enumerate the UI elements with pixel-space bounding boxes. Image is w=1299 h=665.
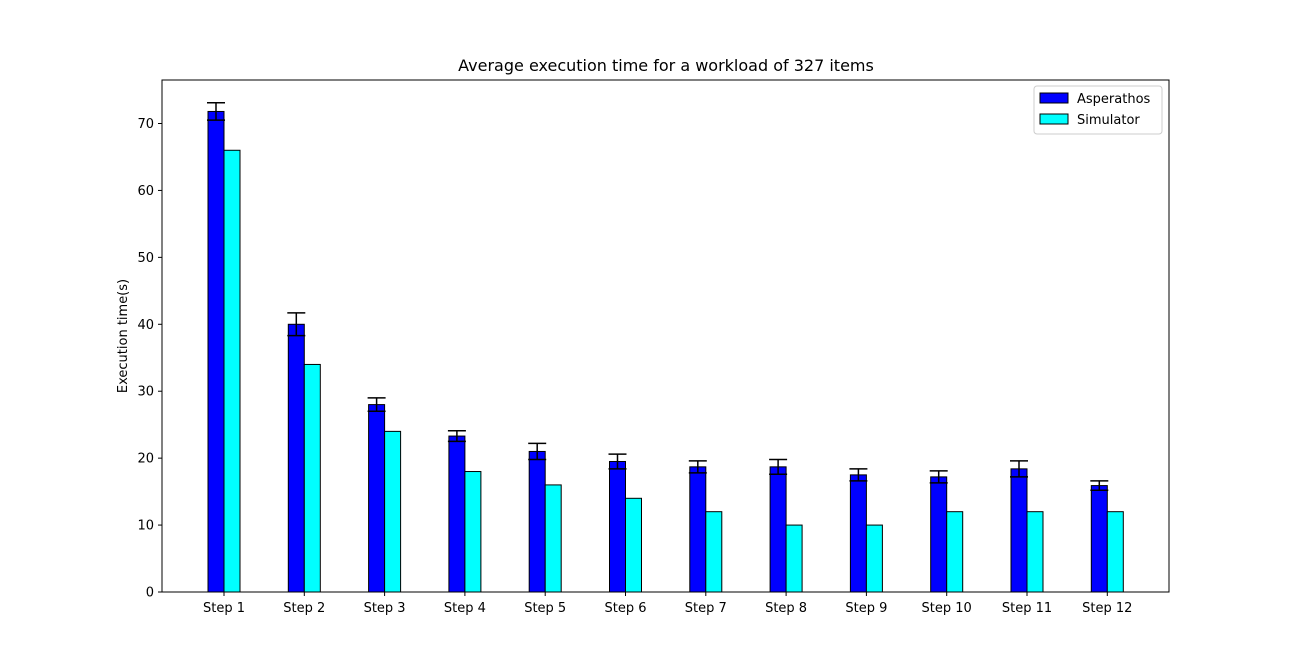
bar-asperathos-12 [1090,485,1108,593]
bar-asperathos-5 [528,450,546,593]
bar-simulator-3 [384,430,402,593]
bar-asperathos-10 [930,476,948,593]
bar-simulator-6 [625,497,642,593]
y-tick-label: 40 [137,318,154,333]
y-axis-label: Execution time(s) [116,279,131,393]
legend-swatch-simulator [1039,113,1069,125]
bar-asperathos-3 [368,404,386,593]
y-tick-label: 50 [137,251,154,266]
legend-swatch-asperathos [1039,92,1069,104]
bar-simulator-10 [946,511,964,593]
bar-simulator-7 [705,511,723,593]
bar-simulator-1 [223,149,241,593]
x-tick-label: Step 1 [203,601,245,616]
bar-simulator-11 [1026,511,1044,593]
y-tick-label: 20 [137,452,154,467]
bar-asperathos-6 [609,460,626,593]
y-tick-label: 60 [137,184,154,199]
bar-asperathos-1 [207,110,225,593]
bar-simulator-8 [785,524,803,593]
bar-asperathos-4 [448,435,466,593]
y-tick-label: 70 [137,117,154,132]
legend: Asperathos Simulator [1033,85,1163,135]
bar-simulator-5 [544,484,562,593]
bar-asperathos-7 [689,466,707,593]
x-tick-label: Step 5 [524,601,566,616]
x-tick-label: Step 2 [283,601,325,616]
x-tick-label: Step 7 [685,601,727,616]
x-tick-label: Step 6 [604,601,646,616]
plot-frame [161,79,1170,593]
x-tick-label: Step 8 [765,601,807,616]
chart-title: Average execution time for a workload of… [458,56,874,75]
x-tick-label: Step 4 [444,601,486,616]
plot-area: 0 10 20 30 40 50 60 70 Step 1 Step 2 Step 3 Step 4 S… [137,102,1132,616]
y-tick-label: 10 [137,519,154,534]
bar-asperathos-8 [769,466,787,593]
bar-asperathos-9 [849,474,867,593]
x-tick-label: Step 10 [922,601,972,616]
bar-simulator-4 [464,471,482,593]
x-tick-label: Step 11 [1002,601,1052,616]
legend-label-simulator: Simulator [1077,113,1140,128]
bar-asperathos-2 [287,323,305,593]
bar-asperathos-11 [1010,468,1028,593]
x-tick-label: Step 12 [1082,601,1132,616]
x-tick-label: Step 3 [364,601,406,616]
y-tick-label: 0 [146,586,154,601]
bar-simulator-12 [1106,511,1124,593]
bar-simulator-2 [303,363,321,593]
bar-simulator-9 [865,524,883,593]
legend-label-asperathos: Asperathos [1077,92,1151,107]
y-tick-label: 30 [137,385,154,400]
x-tick-label: Step 9 [845,601,887,616]
